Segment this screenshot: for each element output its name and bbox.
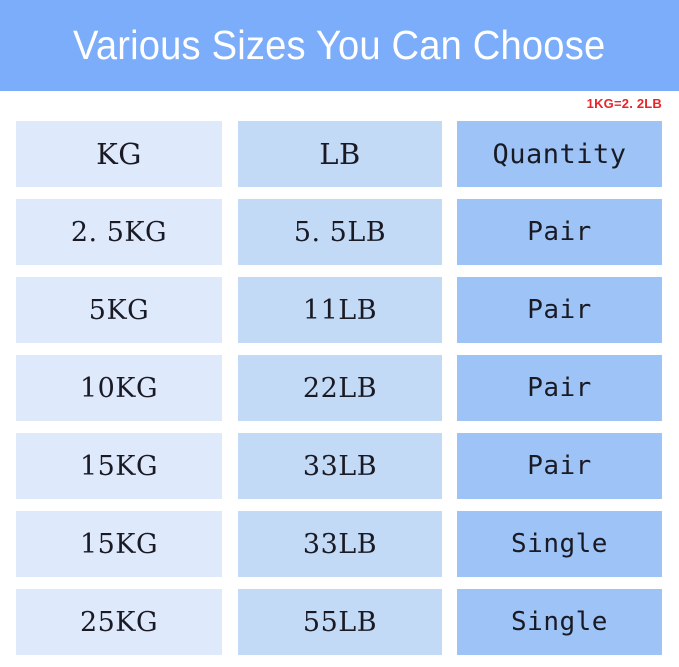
column-header-kg-label: KG [96,137,142,171]
cell-lb-value: 11LB [302,294,378,326]
cell-kg-value: 5KG [88,294,150,326]
conversion-note: 1KG=2. 2LB [586,96,662,111]
cell-quantity-value: Pair [527,451,592,481]
column-header-quantity: Quantity [457,121,662,187]
cell-kg-value: 15KG [79,450,159,482]
cell-lb-value: 33LB [302,528,378,560]
cell-quantity: Single [457,511,662,577]
cell-quantity-value: Pair [527,217,592,247]
cell-quantity-value: Single [511,607,608,637]
size-table: KG LB Quantity 2. 5KG 5. 5LB Pair 5KG [0,121,679,667]
column-header-lb: LB [238,121,442,187]
cell-kg-value: 2. 5KG [70,216,168,248]
cell-kg-value: 25KG [79,606,159,638]
cell-lb: 33LB [238,433,442,499]
table-row: 25KG 55LB Single [0,589,679,667]
cell-lb: 11LB [238,277,442,343]
cell-lb: 33LB [238,511,442,577]
cell-kg: 10KG [16,355,222,421]
column-header-kg: KG [16,121,222,187]
table-row: 10KG 22LB Pair [0,355,679,433]
table-row: 15KG 33LB Pair [0,433,679,511]
column-header-quantity-label: Quantity [492,138,627,170]
cell-quantity: Single [457,589,662,655]
table-header-row: KG LB Quantity [0,121,679,199]
cell-lb: 22LB [238,355,442,421]
cell-lb-value: 55LB [302,606,378,638]
cell-quantity: Pair [457,433,662,499]
cell-quantity: Pair [457,355,662,421]
cell-quantity: Pair [457,199,662,265]
cell-lb-value: 5. 5LB [293,216,387,248]
cell-lb-value: 33LB [302,450,378,482]
cell-kg: 25KG [16,589,222,655]
cell-quantity-value: Single [511,529,608,559]
page-title: Various Sizes You Can Choose [73,22,606,68]
banner: Various Sizes You Can Choose [0,0,679,91]
cell-quantity-value: Pair [527,373,592,403]
cell-lb-value: 22LB [302,372,378,404]
table-row: 5KG 11LB Pair [0,277,679,355]
column-header-lb-label: LB [319,137,361,171]
cell-quantity-value: Pair [527,295,592,325]
cell-lb: 5. 5LB [238,199,442,265]
cell-kg: 5KG [16,277,222,343]
table-row: 15KG 33LB Single [0,511,679,589]
cell-quantity: Pair [457,277,662,343]
cell-kg: 2. 5KG [16,199,222,265]
cell-lb: 55LB [238,589,442,655]
cell-kg: 15KG [16,511,222,577]
cell-kg-value: 15KG [79,528,159,560]
cell-kg-value: 10KG [79,372,159,404]
table-row: 2. 5KG 5. 5LB Pair [0,199,679,277]
cell-kg: 15KG [16,433,222,499]
